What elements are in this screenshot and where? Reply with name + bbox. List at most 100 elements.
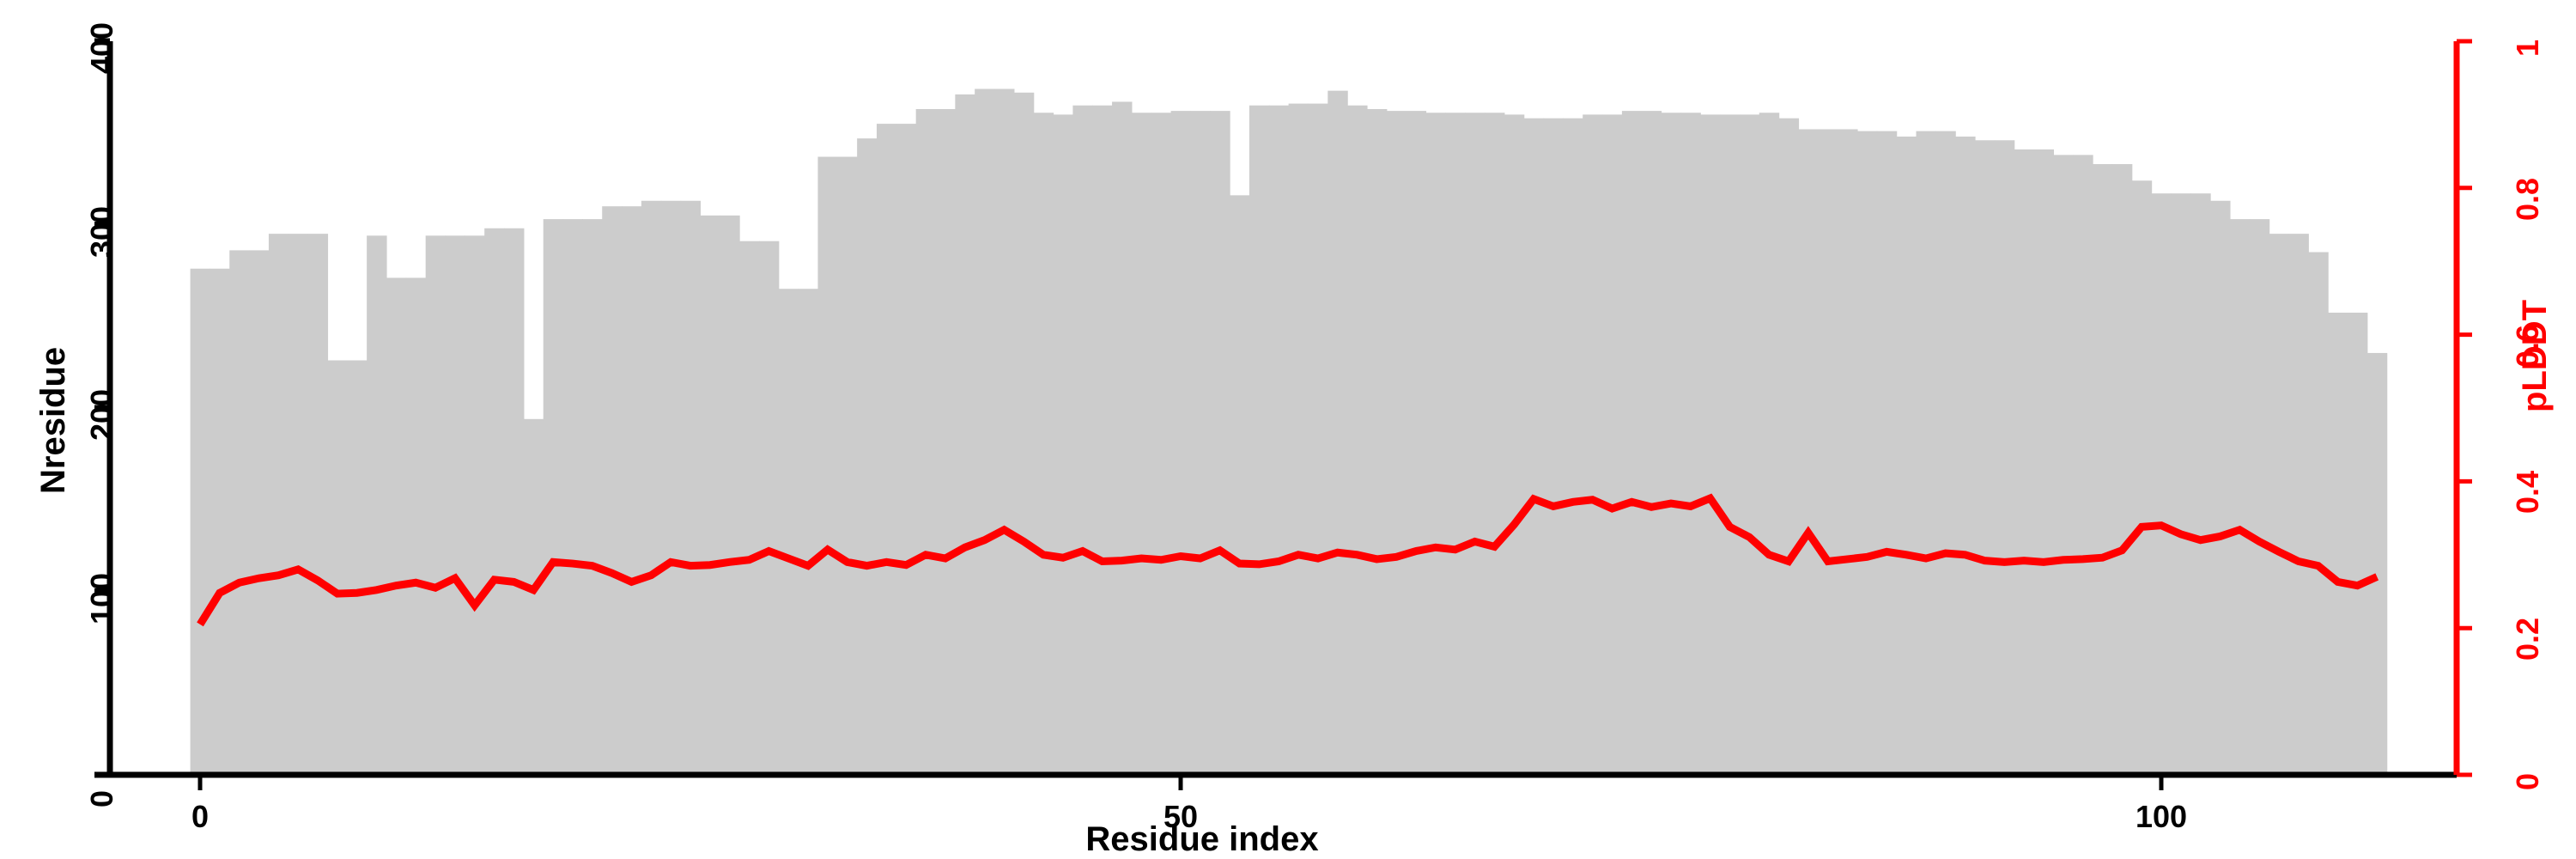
bar [1583,114,1603,775]
bar [2308,252,2329,775]
bar [562,219,583,776]
bar [1072,105,1093,776]
y2-axis-tick-label: 0.2 [2510,618,2545,661]
bar [2347,312,2368,776]
bar [2111,164,2133,776]
bar [2190,193,2211,775]
bar [798,289,819,776]
bar [386,277,407,775]
bar [1092,105,1113,776]
bar [1170,111,1192,775]
bar [622,206,642,775]
bar [837,156,858,775]
y2-axis-tick-label: 0.8 [2510,177,2545,221]
x-axis-tick-label: 0 [191,799,210,834]
bar [327,360,348,775]
bar [445,235,465,775]
bar [210,268,230,775]
bar [307,234,329,775]
bar [2328,312,2348,776]
bar [1386,111,1407,775]
bar [1347,105,1368,776]
y2-axis-tick-label: 1 [2510,39,2545,57]
bar [484,228,505,775]
bar [1053,114,1073,775]
bar [1523,118,1545,776]
bar [1406,111,1427,775]
bar [1641,111,1662,775]
bar [955,94,975,775]
bar-series-nresidue [190,88,2388,776]
bar [1916,131,1936,775]
bar [288,234,309,775]
bar [268,234,289,775]
bar [1308,103,1328,776]
bar [896,124,917,775]
bar [975,88,995,775]
bar [405,277,427,775]
bar [1366,109,1388,775]
bar [700,215,720,775]
bar [2151,193,2172,775]
bar [1190,111,1211,775]
bar [2288,234,2309,775]
bar [1798,129,1819,776]
bar [1876,131,1898,775]
bar [1504,114,1525,775]
bar [1838,129,1858,776]
bar [543,219,564,776]
bar [1112,101,1133,775]
bar [758,241,780,776]
bar [1563,118,1583,776]
bar [2249,219,2270,776]
bar [1230,195,1250,776]
bar [1543,118,1564,776]
axes [94,38,2472,790]
bar [425,235,447,775]
bar [1896,137,1917,775]
bar [602,206,623,775]
bar [1445,113,1466,775]
bar [1935,131,1956,775]
y-axis-tick-label: 0 [84,789,119,807]
bar [504,228,525,775]
bar [876,124,897,775]
bar [641,200,662,775]
bar [1249,105,1270,776]
bar [1425,113,1446,775]
line-series-plddt [197,493,2379,627]
y2-axis-tick-label: 0.4 [2510,471,2545,515]
bar [2073,155,2093,775]
bar [1131,113,1152,775]
bar [2131,180,2153,775]
bar [1700,114,1721,775]
bar [1327,90,1348,775]
x-axis-tick-label: 100 [2135,799,2188,834]
bar [347,360,368,775]
bar [1033,113,1054,775]
bar [680,200,702,775]
bar [249,250,270,775]
bar [817,156,838,775]
bar [1210,111,1230,775]
bar [190,268,211,775]
bar [1288,103,1309,776]
bar [935,109,956,775]
bar [1013,92,1035,775]
bar [857,138,878,775]
bar [1759,113,1780,775]
bar [1994,140,2015,776]
bar [1485,113,1505,775]
x-axis-tick-label: 50 [1163,799,1199,834]
bar [2269,234,2290,775]
bar [1151,113,1172,775]
bar [915,109,937,775]
bar [2033,149,2054,775]
y-axis-title: Nresidue [34,346,72,494]
bar [1680,113,1701,775]
bar [2366,352,2388,775]
bar [1602,114,1623,775]
bar [660,200,682,775]
